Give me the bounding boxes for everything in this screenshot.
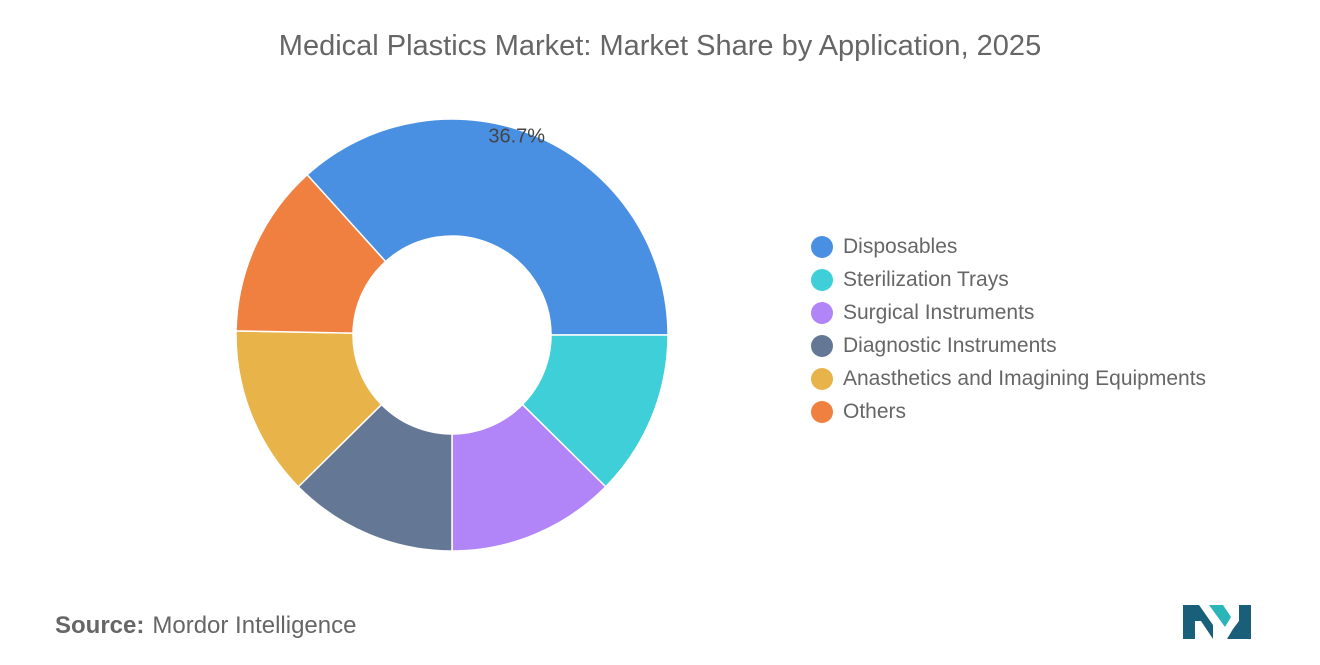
slice-disposables — [306, 118, 669, 336]
legend-item: Surgical Instruments — [811, 296, 1206, 329]
legend-label: Diagnostic Instruments — [843, 333, 1057, 357]
mordor-intelligence-logo — [1183, 605, 1251, 639]
legend-swatch — [811, 268, 833, 291]
source-line: Source: Mordor Intelligence — [55, 612, 356, 640]
legend-item: Disposables — [811, 230, 1206, 263]
logo-shape-middle — [1209, 605, 1231, 627]
legend-label: Disposables — [843, 234, 958, 258]
legend-item: Sterilization Trays — [811, 263, 1206, 296]
legend-swatch — [811, 367, 833, 390]
legend-label: Anasthetics and Imagining Equipments — [843, 366, 1207, 390]
legend-swatch — [811, 334, 833, 357]
chart-title: Medical Plastics Market: Market Share by… — [278, 30, 1042, 62]
legend-label: Sterilization Trays — [843, 267, 1009, 291]
source-value: Mordor Intelligence — [152, 612, 357, 639]
legend-swatch — [811, 400, 833, 423]
legend-item: Others — [811, 395, 1206, 428]
chart-legend: Disposables Sterilization Trays Surgical I… — [811, 230, 1206, 428]
source-label: Source: — [55, 612, 145, 639]
legend-item: Anasthetics and Imagining Equipments — [811, 362, 1206, 395]
legend-label: Others — [843, 399, 907, 423]
legend-swatch — [811, 301, 833, 324]
legend-item: Diagnostic Instruments — [811, 329, 1206, 362]
legend-swatch — [811, 235, 833, 258]
logo-shape-left — [1183, 605, 1213, 639]
slice-anasthetics-and-imagining-equipments — [235, 330, 383, 488]
legend-label: Surgical Instruments — [843, 300, 1035, 324]
data-label-disposables: 36.7% — [488, 126, 545, 148]
slice-others — [235, 173, 387, 334]
logo-shape-right — [1227, 605, 1251, 639]
